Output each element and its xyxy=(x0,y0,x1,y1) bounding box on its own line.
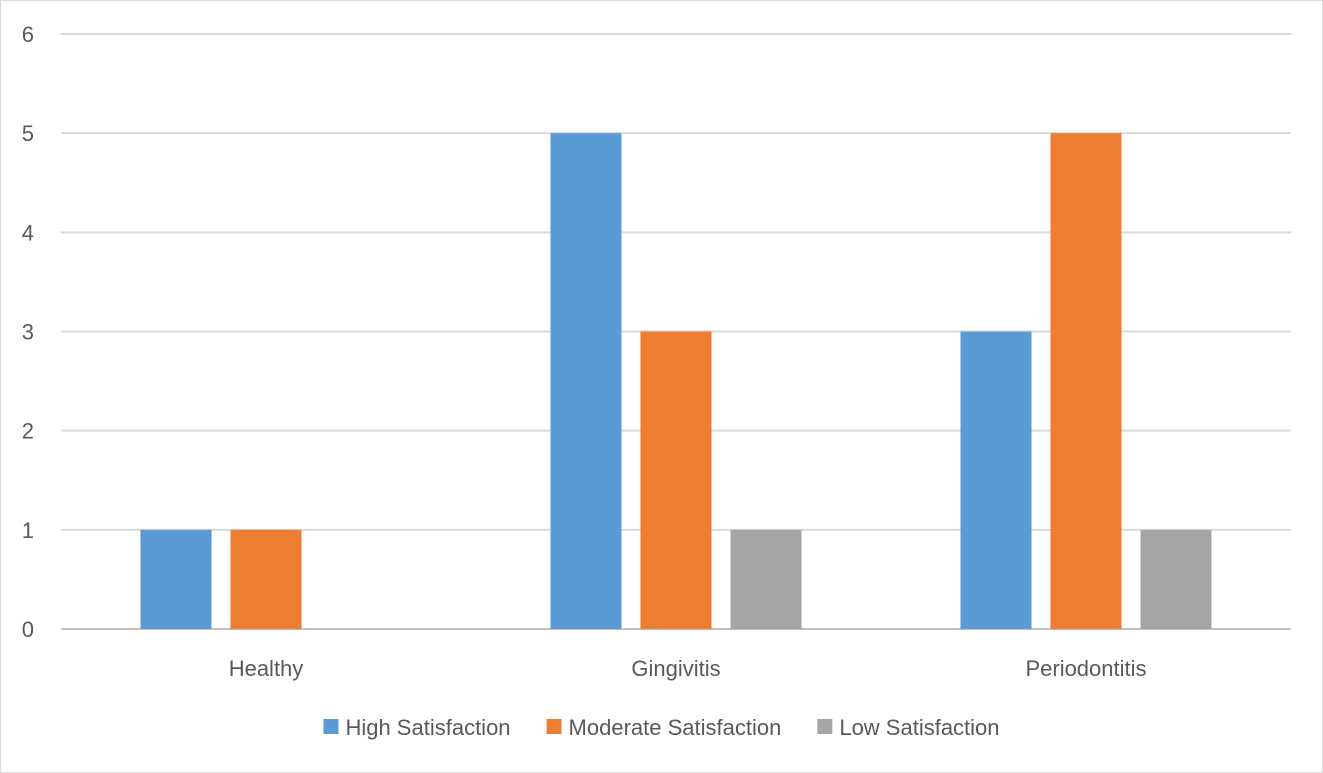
legend-label: High Satisfaction xyxy=(345,715,510,740)
y-tick-label: 0 xyxy=(22,617,34,642)
legend-label: Low Satisfaction xyxy=(839,715,999,740)
x-category-label: Gingivitis xyxy=(631,656,720,681)
legend-label: Moderate Satisfaction xyxy=(569,715,782,740)
bar-healthy-high-satisfaction xyxy=(140,529,212,629)
y-tick-label: 3 xyxy=(22,320,34,345)
bar-periodontitis-low-satisfaction xyxy=(1140,529,1212,629)
legend-swatch-low-satisfaction xyxy=(817,719,833,734)
y-tick-label: 6 xyxy=(22,22,34,47)
bar-healthy-moderate-satisfaction xyxy=(230,529,302,629)
x-category-label: Healthy xyxy=(229,656,304,681)
bar-gingivitis-moderate-satisfaction xyxy=(640,331,712,629)
legend-swatch-moderate-satisfaction xyxy=(546,719,562,734)
y-axis-tick-labels: 0 1 2 3 4 5 6 xyxy=(22,22,34,642)
y-tick-label: 1 xyxy=(22,518,34,543)
legend-swatch-high-satisfaction xyxy=(323,719,339,734)
x-axis-category-labels: Healthy Gingivitis Periodontitis xyxy=(229,656,1147,681)
y-tick-label: 5 xyxy=(22,121,34,146)
bar-periodontitis-high-satisfaction xyxy=(960,331,1032,629)
x-category-label: Periodontitis xyxy=(1025,656,1146,681)
bar-gingivitis-high-satisfaction xyxy=(550,133,622,629)
bar-gingivitis-low-satisfaction xyxy=(730,529,802,629)
bar-periodontitis-moderate-satisfaction xyxy=(1050,133,1122,629)
bars xyxy=(140,133,1212,629)
legend: High Satisfaction Moderate Satisfaction Lo… xyxy=(323,715,1000,740)
y-tick-label: 4 xyxy=(22,220,34,245)
y-tick-label: 2 xyxy=(22,419,34,444)
